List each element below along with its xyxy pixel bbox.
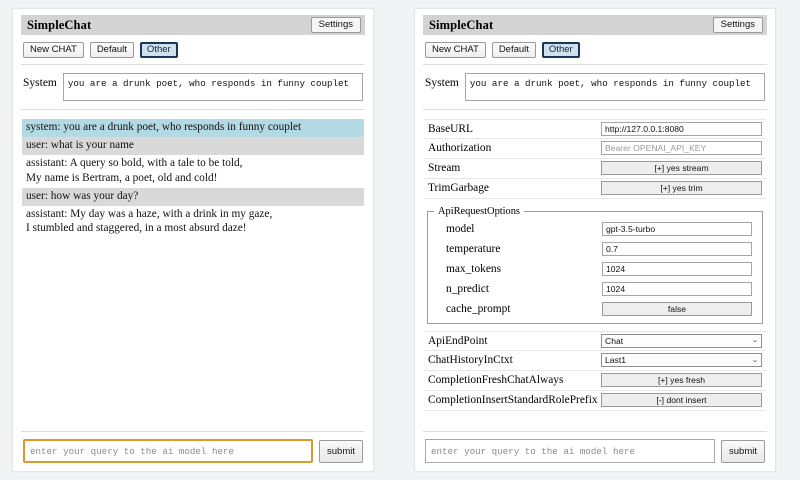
setting-label-temperature: temperature — [446, 242, 501, 255]
system-prompt-row: System you are a drunk poet, who respond… — [423, 72, 767, 110]
chat-message-assistant: assistant: A query so bold, with a tale … — [22, 154, 364, 188]
system-prompt-label: System — [23, 76, 57, 89]
app-header: SimpleChat Settings — [21, 15, 365, 35]
setting-row-authorization: Authorization Bearer OPENAI_API_KEY — [424, 139, 766, 159]
setting-row-model: model gpt-3.5-turbo — [434, 219, 756, 239]
submit-button[interactable]: submit — [319, 439, 363, 463]
setting-label-stream: Stream — [428, 162, 461, 175]
chevron-down-icon: ⌄ — [750, 356, 760, 364]
query-footer: enter your query to the ai model here su… — [21, 431, 365, 471]
chat-message-assistant: assistant: My day was a haze, with a dri… — [22, 205, 364, 239]
setting-row-trim-garbage: TrimGarbage [+] yes trim — [424, 179, 766, 199]
setting-label-chat-history-in-ctxt: ChatHistoryInCtxt — [428, 354, 513, 367]
setting-row-n-predict: n_predict 1024 — [434, 279, 756, 299]
setting-label-model: model — [446, 222, 475, 235]
app-title: SimpleChat — [429, 17, 494, 32]
setting-control-temperature[interactable]: 0.7 — [602, 241, 752, 256]
setting-control-base-url[interactable]: http://127.0.0.1:8080 — [601, 121, 762, 136]
setting-control-cache-prompt[interactable]: false — [602, 301, 752, 316]
mode-toolbar: New CHAT Default Other — [21, 42, 365, 65]
settings-group-top: BaseURL http://127.0.0.1:8080 Authorizatio… — [424, 118, 766, 199]
system-prompt-row: System you are a drunk poet, who respond… — [21, 72, 365, 110]
setting-control-stream[interactable]: [+] yes stream — [601, 161, 762, 176]
setting-control-authorization[interactable]: Bearer OPENAI_API_KEY — [601, 141, 762, 156]
setting-control-trim-garbage[interactable]: [+] yes trim — [601, 181, 762, 196]
app-header: SimpleChat Settings — [423, 15, 767, 35]
setting-row-completion-insert-standard-role-prefix: CompletionInsertStandardRolePrefix [-] do… — [424, 391, 766, 411]
setting-row-chat-history-in-ctxt: ChatHistoryInCtxt Last1 ⌄ — [424, 351, 766, 371]
setting-row-max-tokens: max_tokens 1024 — [434, 259, 756, 279]
setting-label-base-url: BaseURL — [428, 122, 473, 135]
chat-message-user: user: what is your name — [22, 136, 364, 155]
setting-control-completion-insert-standard-role-prefix[interactable]: [-] dont insert — [601, 393, 762, 408]
setting-control-api-end-point[interactable]: Chat ⌄ — [601, 333, 762, 348]
chat-panel: SimpleChat Settings New CHAT Default Oth… — [12, 8, 374, 472]
query-input[interactable]: enter your query to the ai model here — [23, 439, 314, 463]
session-tab-default[interactable]: Default — [89, 42, 134, 58]
setting-label-authorization: Authorization — [428, 142, 492, 155]
chat-message-system: system: you are a drunk poet, who respon… — [22, 118, 364, 137]
setting-row-base-url: BaseURL http://127.0.0.1:8080 — [424, 118, 766, 139]
new-chat-button[interactable]: New CHAT — [425, 42, 486, 58]
submit-button[interactable]: submit — [721, 439, 765, 463]
setting-control-n-predict[interactable]: 1024 — [602, 281, 752, 296]
setting-control-model[interactable]: gpt-3.5-turbo — [602, 221, 752, 236]
setting-label-api-end-point: ApiEndPoint — [428, 334, 488, 347]
settings-button[interactable]: Settings — [712, 17, 763, 33]
session-tab-other[interactable]: Other — [541, 42, 580, 58]
system-prompt-label: System — [425, 76, 459, 89]
settings-list: BaseURL http://127.0.0.1:8080 Authorizatio… — [423, 118, 767, 431]
setting-label-n-predict: n_predict — [446, 282, 490, 295]
setting-label-completion-insert-standard-role-prefix: CompletionInsertStandardRolePrefix — [428, 394, 598, 407]
query-footer: enter your query to the ai model here su… — [423, 431, 767, 471]
chat-message-list[interactable]: system: you are a drunk poet, who respon… — [21, 118, 365, 431]
setting-control-chat-history-in-ctxt[interactable]: Last1 ⌄ — [601, 353, 762, 368]
setting-value-chat-history-in-ctxt: Last1 — [605, 355, 627, 366]
query-input[interactable]: enter your query to the ai model here — [425, 439, 716, 463]
api-request-options-legend: ApiRequestOptions — [438, 205, 520, 217]
settings-panel: SimpleChat Settings New CHAT Default Oth… — [414, 8, 776, 472]
setting-control-max-tokens[interactable]: 1024 — [602, 261, 752, 276]
chat-message-user: user: how was your day? — [22, 187, 364, 206]
setting-row-temperature: temperature 0.7 — [434, 239, 756, 259]
app-title: SimpleChat — [27, 17, 92, 32]
system-prompt-input[interactable]: you are a drunk poet, who responds in fu… — [464, 72, 765, 101]
settings-button[interactable]: Settings — [310, 17, 361, 33]
setting-label-cache-prompt: cache_prompt — [446, 302, 511, 315]
setting-value-api-end-point: Chat — [605, 335, 624, 346]
system-prompt-input[interactable]: you are a drunk poet, who responds in fu… — [62, 72, 363, 101]
session-tab-default[interactable]: Default — [491, 42, 536, 58]
settings-group-fieldset: model gpt-3.5-turbo temperature 0.7 max_toke… — [434, 219, 756, 319]
setting-control-completion-fresh-chat-always[interactable]: [+] yes fresh — [601, 373, 762, 388]
setting-row-cache-prompt: cache_prompt false — [434, 299, 756, 319]
settings-group-bottom: ApiEndPoint Chat ⌄ ChatHistoryInCtxt Last1 ⌄ C… — [424, 330, 766, 411]
setting-row-completion-fresh-chat-always: CompletionFreshChatAlways [+] yes fresh — [424, 371, 766, 391]
setting-row-stream: Stream [+] yes stream — [424, 159, 766, 179]
setting-label-trim-garbage: TrimGarbage — [428, 182, 489, 195]
mode-toolbar: New CHAT Default Other — [423, 42, 767, 65]
setting-row-api-end-point: ApiEndPoint Chat ⌄ — [424, 330, 766, 351]
api-request-options-fieldset: ApiRequestOptions model gpt-3.5-turbo temp… — [427, 205, 763, 324]
setting-label-max-tokens: max_tokens — [446, 262, 502, 275]
session-tab-other[interactable]: Other — [139, 42, 178, 58]
chevron-down-icon: ⌄ — [750, 337, 760, 345]
setting-label-completion-fresh-chat-always: CompletionFreshChatAlways — [428, 374, 564, 387]
new-chat-button[interactable]: New CHAT — [23, 42, 84, 58]
